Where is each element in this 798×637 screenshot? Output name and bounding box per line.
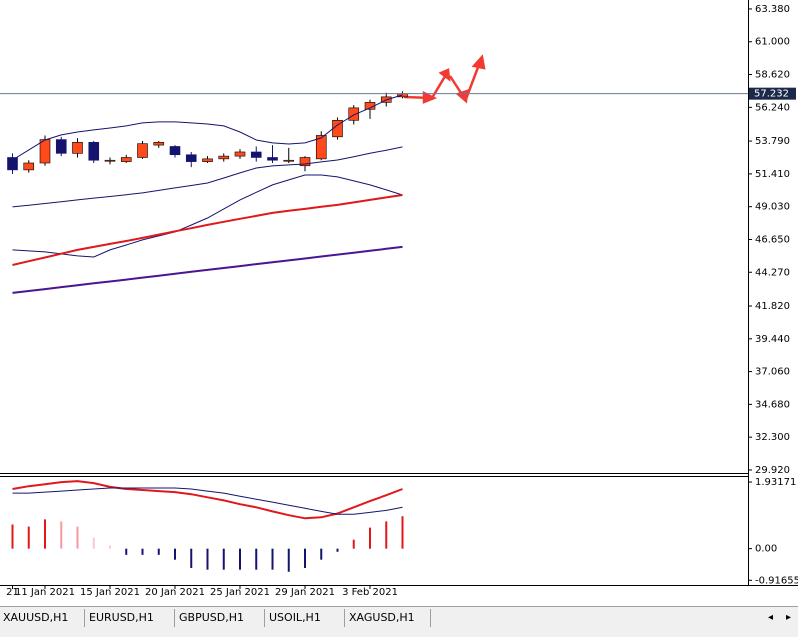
- histogram-bar: [352, 539, 355, 549]
- histogram-bar: [76, 526, 79, 549]
- arrow-head: [422, 54, 486, 104]
- candle-body: [348, 107, 360, 121]
- candle-body: [55, 139, 67, 154]
- y-tick-label: 61.000: [755, 37, 790, 48]
- candle-body: [250, 151, 262, 158]
- x-tick-label: 21: [6, 587, 19, 598]
- tab-label[interactable]: EURUSD,H1: [89, 611, 154, 624]
- y-tick-label: 29.920: [755, 465, 790, 476]
- scroll-right[interactable]: ▸: [786, 612, 791, 623]
- indicator-line: [12, 94, 403, 161]
- scroll-left[interactable]: ◂: [768, 612, 773, 623]
- candle-body: [7, 157, 18, 171]
- x-tick-label: 11 Jan 2021: [15, 587, 75, 598]
- histogram-bar: [60, 521, 63, 549]
- tab-bar: [0, 606, 798, 637]
- candle-body: [202, 158, 213, 162]
- histogram-bar: [27, 526, 30, 549]
- y-tick-label: 37.060: [755, 367, 790, 378]
- histogram-bar: [239, 548, 241, 570]
- histogram-bar: [304, 548, 306, 568]
- histogram-bar: [287, 548, 290, 572]
- histogram-bar: [369, 527, 371, 549]
- histogram-bar: [11, 524, 14, 549]
- candle-body: [104, 159, 116, 162]
- x-tick-label: 25 Jan 2021: [210, 587, 270, 598]
- candle-body: [72, 142, 83, 154]
- indicator-line: [12, 174, 403, 258]
- current-price-box: [749, 87, 796, 100]
- histogram-bar: [206, 548, 209, 570]
- candle-body: [234, 151, 246, 157]
- histogram-bar: [271, 548, 274, 570]
- histogram-bar: [336, 548, 339, 552]
- y-tick-label: 32.300: [755, 432, 790, 443]
- y-tick-label: 41.820: [755, 301, 790, 312]
- tab-label[interactable]: GBPUSD,H1: [179, 611, 244, 624]
- candle-body: [185, 154, 197, 162]
- y-tick-label: 44.270: [755, 267, 790, 278]
- candle-body: [39, 139, 51, 164]
- y-tick-label: 49.030: [755, 202, 790, 213]
- candle-body: [299, 157, 311, 167]
- y-tick-label: 51.410: [755, 169, 790, 180]
- tab-label[interactable]: XAGUSD,H1: [349, 611, 415, 624]
- y-tick-label: 0.00: [755, 544, 777, 555]
- x-tick-label: 20 Jan 2021: [145, 587, 205, 598]
- y-tick-label: 39.440: [755, 334, 790, 345]
- y-tick-label: 63.380: [755, 4, 790, 15]
- candle-body: [153, 142, 165, 146]
- histogram-bar: [174, 548, 176, 560]
- histogram-bar: [44, 519, 46, 549]
- x-tick-label: 15 Jan 2021: [80, 587, 140, 598]
- candle-body: [120, 157, 132, 162]
- indicator-line: [12, 245, 403, 294]
- arrow: [464, 61, 482, 100]
- histogram-bar: [92, 537, 95, 549]
- candle-body: [267, 157, 278, 161]
- y-tick-label: -0.91655: [755, 575, 798, 586]
- histogram-bar: [401, 516, 404, 549]
- candle-body: [218, 155, 230, 160]
- indicator-line: [12, 487, 403, 515]
- x-tick-label: 3 Feb 2021: [342, 587, 398, 598]
- candle-body: [23, 162, 35, 171]
- indicator-line: [12, 480, 403, 520]
- y-tick-label: 58.620: [755, 70, 790, 81]
- y-tick-label: 46.650: [755, 234, 790, 245]
- histogram-bar: [320, 548, 323, 560]
- histogram-bar: [157, 548, 160, 555]
- histogram-bar: [222, 548, 225, 570]
- y-tick-label: 34.680: [755, 399, 790, 410]
- histogram-bar: [109, 545, 111, 549]
- candle-body: [315, 135, 327, 160]
- candle-body: [283, 159, 295, 162]
- current-price-label: 57.232: [754, 89, 789, 100]
- candle-body: [137, 143, 148, 158]
- candle-body: [169, 146, 181, 156]
- indicator-line: [12, 146, 403, 208]
- y-tick-label: 1.93171: [755, 477, 796, 488]
- y-tick-label: 56.240: [755, 102, 790, 113]
- tab-label[interactable]: XAUUSD,H1: [3, 611, 68, 624]
- histogram-bar: [141, 548, 144, 555]
- tab-label[interactable]: USOIL,H1: [269, 611, 321, 624]
- histogram-bar: [125, 548, 128, 555]
- y-tick-label: 53.790: [755, 136, 790, 147]
- histogram-bar: [190, 548, 193, 568]
- histogram-bar: [255, 548, 258, 570]
- histogram-bar: [385, 521, 388, 549]
- x-tick-label: 29 Jan 2021: [275, 587, 335, 598]
- drawn-arrows: [403, 54, 486, 104]
- candle-body: [88, 142, 100, 161]
- indicator-line: [12, 194, 403, 266]
